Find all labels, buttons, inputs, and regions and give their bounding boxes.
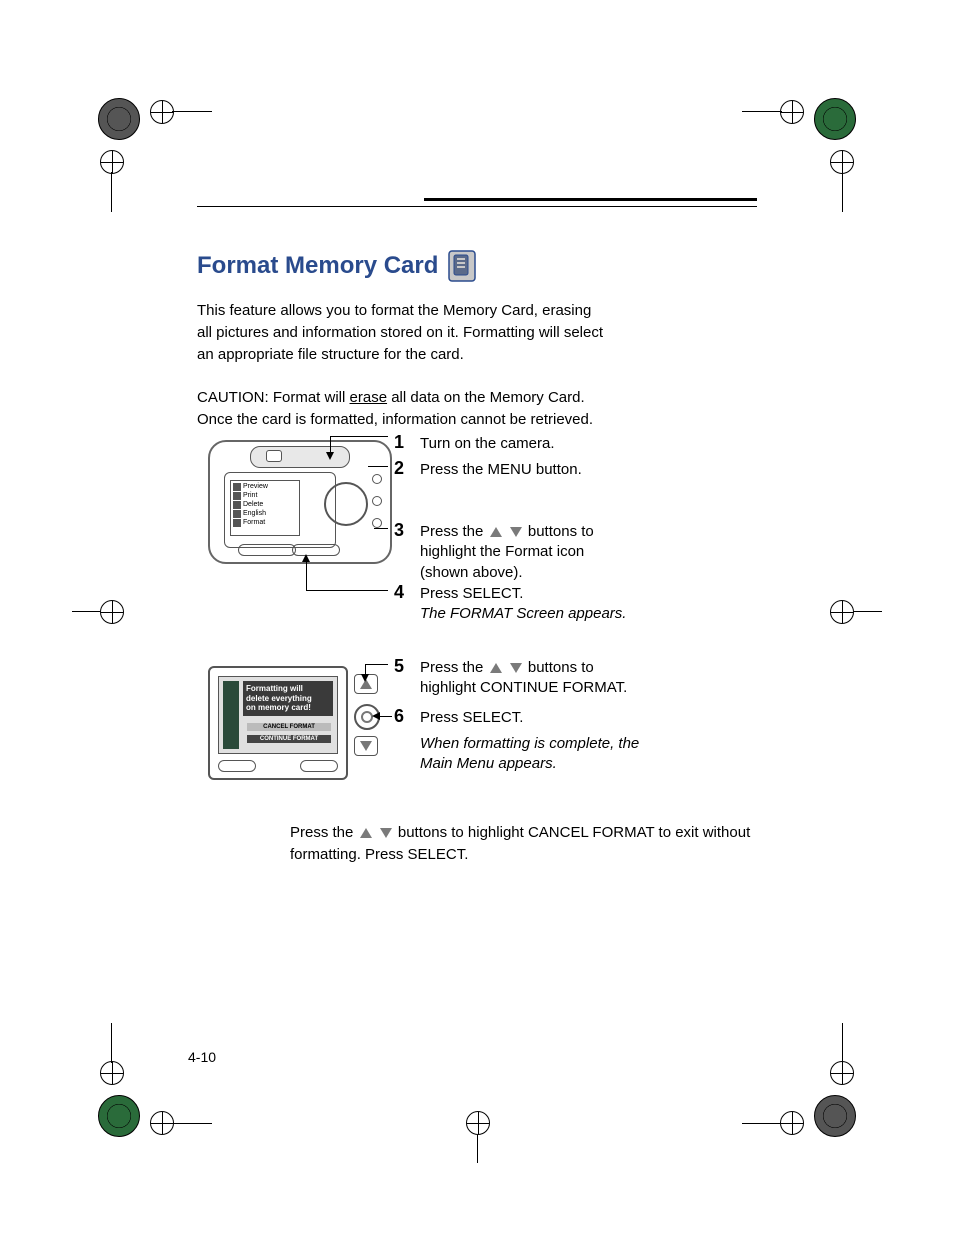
msg-line: Formatting will <box>246 684 303 693</box>
reg-line <box>72 611 100 612</box>
page-number: 4-10 <box>188 1049 216 1065</box>
reg-mark-bl-ch2 <box>100 1061 124 1085</box>
leader-line <box>306 590 388 591</box>
step-text: Press SELECT.The FORMAT Screen appears. <box>420 584 760 625</box>
cancel-format-option: CANCEL FORMAT <box>247 723 331 731</box>
lcd-bottom-right <box>300 760 338 772</box>
msg-line: on memory card! <box>246 703 311 712</box>
format-icon <box>448 250 476 282</box>
step-number: 2 <box>394 458 404 479</box>
camera-bottom-bar <box>238 544 296 556</box>
camera-top <box>250 446 350 468</box>
after-line: When formatting is complete, the <box>420 735 639 752</box>
arrowhead-icon <box>302 554 310 562</box>
after-line: Main Menu appears. <box>420 755 557 772</box>
reg-mark-tl-outer <box>98 98 140 140</box>
step-number: 5 <box>394 656 404 677</box>
msg-line: delete everything <box>246 694 312 703</box>
leader-line <box>306 560 307 590</box>
step-number: 6 <box>394 706 404 727</box>
menu-item: Delete <box>243 501 263 509</box>
intro-line: Once the card is formatted, information … <box>197 411 593 428</box>
camera-small-btn <box>372 496 382 506</box>
lcd-side-icons <box>223 681 239 749</box>
step-number: 1 <box>394 432 404 453</box>
arrowhead-icon <box>372 712 380 720</box>
intro-line: all pictures and information stored on i… <box>197 324 603 341</box>
reg-mark-tr-ch1 <box>780 100 804 124</box>
camera-lcd-menu: Preview Print Delete English Format <box>230 480 300 536</box>
reg-mark-bl-outer <box>98 1095 140 1137</box>
camera-bottom-bar <box>292 544 340 556</box>
reg-line <box>854 611 882 612</box>
reg-line <box>842 1023 843 1063</box>
menu-item: English <box>243 510 266 518</box>
reg-line <box>172 111 212 112</box>
cancel-text: Press the buttons to highlight CANCEL FO… <box>290 822 758 866</box>
step-number: 3 <box>394 520 404 541</box>
arrowhead-icon <box>361 674 369 682</box>
reg-line <box>842 172 843 212</box>
reg-mark-mr <box>830 600 854 624</box>
lcd-frame: Formatting will delete everything on mem… <box>208 666 348 780</box>
leader-line <box>368 466 388 467</box>
menu-item: Format <box>243 519 265 527</box>
reg-line <box>742 1123 782 1124</box>
section-title-text: Format Memory Card <box>197 252 438 280</box>
down-button-icon <box>354 736 378 756</box>
reg-mark-br-outer <box>814 1095 856 1137</box>
intro-text: This feature allows you to format the Me… <box>197 300 757 431</box>
reg-line <box>477 1135 478 1163</box>
header-rule-thin <box>197 206 757 207</box>
reg-mark-bc <box>466 1111 490 1135</box>
section-title: Format Memory Card <box>197 250 476 282</box>
menu-item: Preview <box>243 483 268 491</box>
reg-line <box>172 1123 212 1124</box>
reg-mark-ml <box>100 600 124 624</box>
reg-mark-tl-ch1 <box>150 100 174 124</box>
reg-mark-bl-ch1 <box>150 1111 174 1135</box>
intro-line: an appropriate file structure for the ca… <box>197 346 464 363</box>
step-text: Press the MENU button. <box>420 460 760 480</box>
step-text: Turn on the camera. <box>420 434 760 454</box>
intro-line: This feature allows you to format the Me… <box>197 302 591 319</box>
after-text: When formatting is complete, the Main Me… <box>420 734 760 775</box>
reg-mark-tl-ch2 <box>100 150 124 174</box>
reg-mark-tr-ch2 <box>830 150 854 174</box>
arrowhead-icon <box>326 452 334 460</box>
step-text: Press the buttons tohighlight the Format… <box>420 522 760 583</box>
step-text: Press the buttons tohighlight CONTINUE F… <box>420 658 760 699</box>
leader-line <box>365 664 388 665</box>
reg-mark-br-ch2 <box>830 1061 854 1085</box>
reg-mark-tr-outer <box>814 98 856 140</box>
intro-line: CAUTION: Format will erase all data on t… <box>197 389 585 406</box>
lcd-bottom-left <box>218 760 256 772</box>
step-number: 4 <box>394 582 404 603</box>
camera-back-figure: Preview Print Delete English Format <box>208 440 392 564</box>
continue-format-option: CONTINUE FORMAT <box>247 735 331 743</box>
header-rule-thick <box>424 198 757 201</box>
menu-item: Print <box>243 492 257 500</box>
reg-mark-br-ch1 <box>780 1111 804 1135</box>
page-root: Format Memory Card This feature allows y… <box>0 0 954 1235</box>
reg-line <box>111 172 112 212</box>
leader-line <box>378 716 392 717</box>
lcd-screen: Formatting will delete everything on mem… <box>218 676 338 754</box>
camera-small-btn <box>372 518 382 528</box>
reg-line <box>111 1023 112 1063</box>
leader-line <box>330 436 388 437</box>
camera-viewfinder <box>266 450 282 462</box>
camera-small-btn <box>372 474 382 484</box>
reg-line <box>742 111 782 112</box>
leader-line <box>374 528 388 529</box>
camera-dial <box>324 482 368 526</box>
lcd-warning-msg: Formatting will delete everything on mem… <box>243 681 333 716</box>
step-text: Press SELECT. <box>420 708 760 728</box>
